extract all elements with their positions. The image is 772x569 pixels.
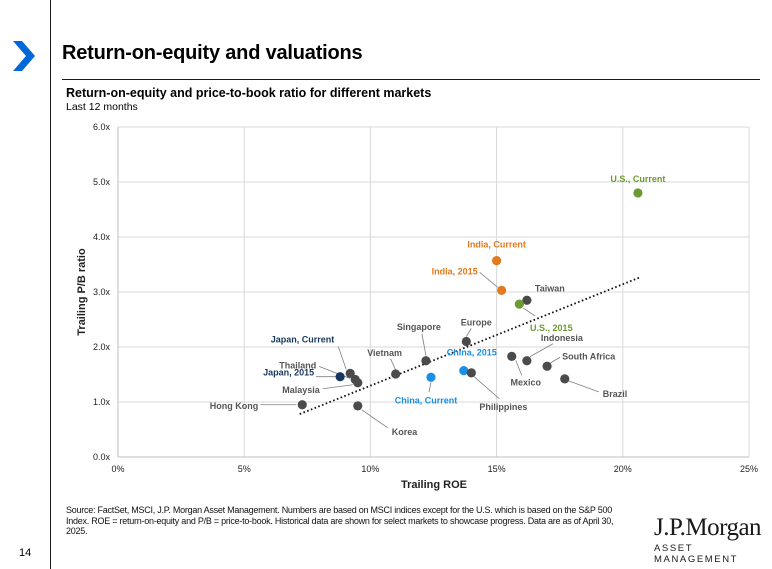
leader-korea — [361, 409, 389, 429]
page-title: Return-on-equity and valuations — [62, 42, 363, 64]
label-europe: Europe — [461, 318, 492, 328]
logo-main-text: J.P.Morgan — [654, 514, 762, 541]
leader-thailand — [319, 366, 351, 379]
point-china-current — [426, 372, 436, 382]
y-tick-label: 6.0x — [93, 122, 111, 132]
label-japan-2015: Japan, 2015 — [263, 368, 314, 378]
tick-labels: 0% 5% 10% 15% 20% 25% 0.0x 1.0x 2.0x 3.0x 4.0x 5.0x… — [93, 122, 758, 474]
label-brazil: Brazil — [603, 389, 628, 399]
leader-india-2015 — [479, 272, 498, 288]
trendline-group — [299, 276, 641, 415]
label-south-africa: South Africa — [562, 351, 616, 361]
leader-brazil — [568, 380, 599, 393]
point-philippines — [466, 368, 476, 378]
point-singapore — [421, 356, 431, 366]
x-tick-label: 25% — [740, 464, 758, 474]
point-malaysia — [353, 378, 363, 388]
point-brazil — [560, 374, 570, 384]
title-divider — [62, 79, 760, 80]
leader-indonesia — [529, 343, 554, 358]
gridlines — [118, 126, 750, 457]
x-tick-label: 5% — [238, 464, 251, 474]
label-india-current: India, Current — [467, 240, 526, 250]
point-u-s-2015 — [514, 299, 524, 309]
page-number: 14 — [19, 547, 32, 559]
y-tick-label: 5.0x — [93, 177, 111, 187]
chevron-right-icon — [13, 41, 35, 71]
x-tick-label: 10% — [361, 464, 379, 474]
point-india-2015 — [497, 285, 507, 295]
y-tick-label: 0.0x — [93, 452, 111, 462]
point-south-africa — [542, 361, 552, 371]
leader-malaysia — [322, 384, 353, 390]
label-taiwan: Taiwan — [535, 283, 565, 293]
label-philippines: Philippines — [479, 402, 527, 412]
point-u-s-current — [633, 188, 643, 198]
point-vietnam — [391, 369, 401, 379]
leader-mexico — [515, 360, 523, 376]
label-mexico: Mexico — [510, 377, 541, 387]
leader-singapore — [421, 333, 427, 356]
chart-title: Return-on-equity and price-to-book ratio… — [66, 86, 432, 100]
label-india-2015: India, 2015 — [432, 266, 478, 276]
chart-subtitle: Last 12 months — [66, 101, 138, 113]
label-vietnam: Vietnam — [367, 348, 402, 358]
x-tick-label: 20% — [614, 464, 632, 474]
leader-u-s-2015 — [523, 307, 536, 317]
label-thailand: Thailand — [279, 360, 316, 370]
leader-vietnam — [390, 358, 397, 371]
leader-europe — [465, 328, 472, 337]
point-indonesia — [522, 356, 532, 366]
point-europe — [461, 336, 471, 347]
point-japan-current — [345, 368, 355, 378]
source-note: Source: FactSet, MSCI, J.P. Morgan Asset… — [66, 505, 614, 536]
point-hong-kong — [297, 400, 307, 410]
leader-china-current — [428, 382, 432, 393]
label-china-current: China, Current — [395, 395, 458, 405]
leader-japan-current — [337, 346, 347, 370]
x-tick-label: 15% — [488, 464, 506, 474]
x-axis-label: Trailing ROE — [401, 479, 467, 491]
label-u-s-2015: U.S., 2015 — [530, 323, 573, 333]
point-labels: Hong Kong Korea Japan, 2015 Japan, Current T… — [210, 174, 666, 437]
label-hong-kong: Hong Kong — [210, 401, 259, 411]
y-tick-label: 2.0x — [93, 342, 111, 352]
point-korea — [353, 401, 363, 411]
label-china-2015: China, 2015 — [447, 348, 497, 358]
y-tick-label: 4.0x — [93, 232, 111, 242]
data-points — [297, 188, 643, 411]
label-indonesia: Indonesia — [541, 333, 584, 343]
label-u-s-current: U.S., Current — [610, 174, 665, 184]
label-japan-current: Japan, Current — [271, 334, 335, 344]
point-india-current — [492, 256, 502, 266]
leader-south-africa — [549, 356, 561, 364]
y-tick-label: 3.0x — [93, 287, 111, 297]
point-taiwan — [522, 295, 532, 305]
point-china-2015 — [459, 366, 469, 376]
label-korea: Korea — [392, 427, 419, 437]
leader-lines — [260, 272, 599, 429]
point-japan-2015 — [335, 372, 345, 382]
label-singapore: Singapore — [397, 322, 441, 332]
logo-sub-text: ASSET MANAGEMENT — [654, 543, 739, 565]
y-tick-label: 1.0x — [93, 397, 111, 407]
label-malaysia: Malaysia — [282, 385, 321, 395]
scatter-chart: 0% 5% 10% 15% 20% 25% 0.0x 1.0x 2.0x 3.0x 4.0x 5.0x… — [76, 122, 758, 491]
y-axis-label: Trailing P/B ratio — [76, 248, 88, 336]
leader-philippines — [474, 376, 500, 400]
trendline — [299, 276, 641, 415]
axes — [117, 127, 749, 458]
left-divider — [50, 0, 51, 569]
x-tick-label: 0% — [111, 464, 124, 474]
jpmorgan-logo: J.P.Morgan ASSET MANAGEMENT — [654, 515, 772, 565]
point-mexico — [507, 351, 517, 361]
